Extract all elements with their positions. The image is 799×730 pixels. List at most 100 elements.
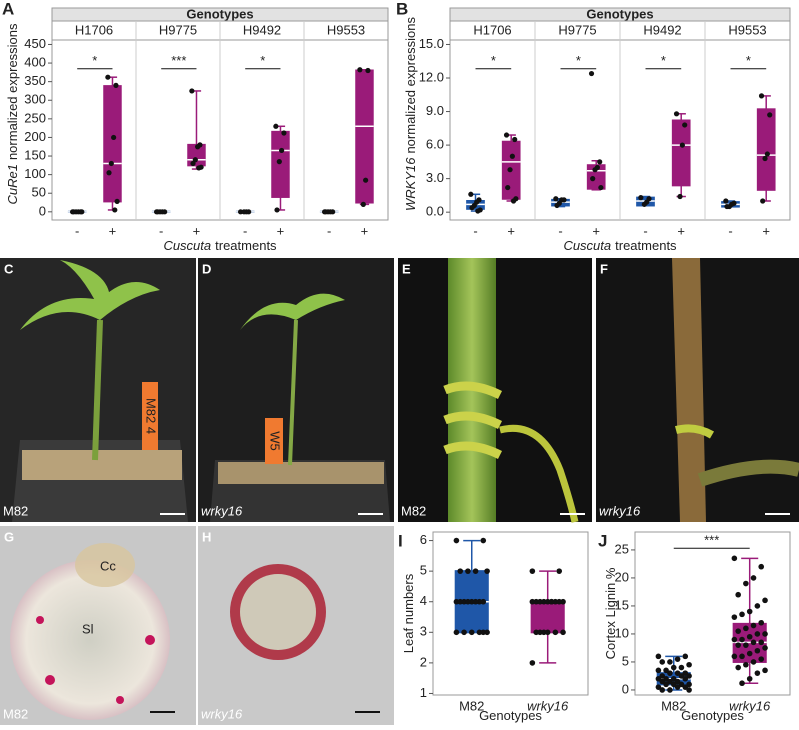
data-point [754, 631, 761, 637]
photo-f [596, 258, 799, 522]
data-point [588, 70, 595, 77]
data-point [592, 167, 598, 173]
x-tick-label: + [361, 223, 369, 238]
data-point [537, 598, 543, 605]
x-axis-label-text: Genotypes [479, 708, 542, 723]
data-point [682, 653, 689, 660]
data-point [764, 151, 770, 157]
facet-label: H9775 [159, 22, 197, 37]
x-tick-label: + [677, 223, 685, 238]
data-point [746, 675, 753, 682]
data-point [760, 198, 766, 204]
data-point [597, 159, 603, 165]
x-axis-label-text: treatments [215, 238, 277, 253]
y-tick-label: 400 [24, 54, 46, 69]
x-tick-label: wrky16 [527, 698, 569, 713]
data-point [762, 667, 768, 674]
data-point [453, 598, 460, 605]
data-point [529, 568, 536, 574]
photo-label: wrky16 [201, 706, 243, 721]
data-point [746, 650, 753, 657]
data-point [360, 201, 366, 207]
data-point [468, 598, 475, 605]
data-point [357, 67, 363, 73]
data-point [739, 636, 745, 643]
annotation: Sl [82, 621, 94, 636]
data-point [641, 201, 647, 207]
data-point [739, 680, 745, 687]
x-tick-label: - [728, 223, 732, 238]
data-point [274, 207, 280, 213]
y-axis-label-text: Cortex Lignin % [603, 567, 618, 659]
y-tick-label: 9.0 [426, 103, 444, 118]
data-point [735, 628, 741, 634]
data-point [484, 629, 490, 636]
box [355, 69, 374, 204]
data-point [553, 196, 559, 202]
y-tick-label: 4 [420, 593, 427, 608]
data-point [480, 629, 487, 636]
data-point [196, 165, 202, 171]
annotation: Cc [100, 558, 116, 573]
panel-letter: J [598, 531, 607, 550]
data-point [71, 209, 77, 215]
data-point [686, 681, 692, 688]
data-point [659, 687, 666, 693]
data-point [678, 681, 685, 688]
y-axis-label-italic: WRKY16 [403, 157, 418, 211]
box [271, 130, 290, 198]
data-point [686, 673, 692, 679]
data-point [667, 659, 673, 665]
data-point [723, 198, 729, 204]
y-tick-label: 450 [24, 36, 46, 51]
y-tick-label: 0.0 [426, 204, 444, 219]
panel-letter: E [402, 261, 411, 276]
x-tick-label: M82 [459, 698, 484, 713]
box [187, 143, 206, 167]
data-point [105, 74, 111, 80]
panel-letter: H [202, 529, 211, 544]
data-point [758, 93, 765, 99]
x-tick-label: wrky16 [729, 698, 771, 713]
data-point [659, 659, 666, 665]
significance-label: *** [704, 533, 719, 548]
y-tick-label: 3.0 [426, 170, 444, 185]
y-tick-label: 15.0 [419, 36, 444, 51]
y-tick-label: 1 [420, 685, 427, 700]
y-axis-label-italic: CuRe1 [5, 164, 20, 204]
data-point [472, 568, 479, 574]
y-tick-label: 3 [420, 624, 427, 639]
facet-label: H9492 [243, 22, 281, 37]
data-point [472, 598, 479, 605]
data-point [195, 144, 201, 150]
x-tick-label: - [473, 223, 477, 238]
data-point [512, 136, 518, 143]
x-tick-label: - [159, 223, 163, 238]
x-axis-label-text: Genotypes [681, 708, 744, 723]
y-tick-label: 0 [39, 203, 46, 218]
y-tick-label: 25 [615, 541, 629, 556]
data-point [475, 208, 481, 214]
data-point [556, 598, 563, 605]
data-point [667, 670, 673, 676]
data-point [750, 639, 757, 646]
data-point [743, 661, 749, 668]
data-point [750, 659, 757, 665]
data-point [323, 209, 329, 215]
data-point [461, 629, 467, 636]
y-tick-label: 6 [420, 532, 427, 547]
data-point [758, 656, 765, 662]
panel-letter: F [600, 261, 608, 276]
data-point [505, 184, 511, 191]
panel-letter: G [4, 529, 14, 544]
data-point [556, 568, 563, 574]
data-point [682, 670, 689, 676]
data-point [273, 123, 279, 129]
data-point [731, 636, 738, 643]
x-tick-label: + [592, 223, 600, 238]
data-point [190, 160, 196, 167]
data-point [192, 157, 198, 163]
data-point [655, 653, 662, 660]
data-point [679, 142, 685, 148]
photo-label: wrky16 [599, 503, 641, 518]
